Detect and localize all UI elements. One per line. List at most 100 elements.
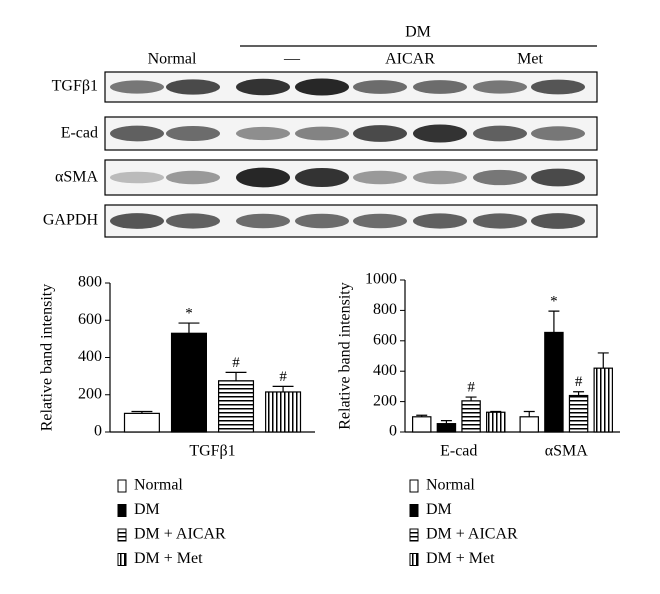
- x-tick-label: αSMA: [545, 443, 589, 460]
- legend-swatch: [409, 479, 419, 493]
- blot-band: [473, 213, 527, 229]
- blot-band: [531, 126, 585, 141]
- error-bar: [178, 322, 200, 334]
- y-tick-label: 0: [389, 423, 397, 440]
- y-tick-label: 200: [78, 385, 102, 402]
- blot-band: [353, 125, 407, 142]
- x-tick-label: TGFβ1: [189, 443, 235, 460]
- y-tick-label: 800: [78, 274, 102, 291]
- error-bar: [490, 410, 502, 413]
- blot-band: [413, 170, 467, 185]
- group-label: DM: [405, 24, 431, 41]
- legend-label: DM + AICAR: [134, 526, 226, 543]
- blot-band: [236, 78, 290, 96]
- legend-swatch: [409, 528, 419, 542]
- legend-label: DM + AICAR: [426, 526, 518, 543]
- y-tick-label: 400: [78, 348, 102, 365]
- blot-band: [413, 80, 467, 94]
- error-bar: [440, 420, 452, 424]
- y-axis-label: Relative band intensity: [337, 282, 354, 430]
- blot-band: [473, 125, 527, 142]
- row-label: αSMA: [55, 169, 99, 186]
- bar: [436, 423, 457, 433]
- blot-band: [295, 78, 349, 96]
- blot-band: [353, 170, 407, 185]
- significance-mark: #: [467, 379, 475, 395]
- legend-label: DM + Met: [134, 550, 203, 567]
- blot-band: [295, 167, 349, 188]
- error-bar: [573, 391, 585, 396]
- blot-band: [110, 80, 164, 94]
- error-bar: [272, 385, 294, 392]
- group-label: Normal: [148, 51, 197, 68]
- blot-band: [413, 213, 467, 229]
- significance-mark: #: [279, 369, 287, 385]
- bar: [412, 416, 432, 433]
- significance-mark: *: [550, 294, 558, 310]
- y-tick-label: 400: [373, 362, 397, 379]
- legend-swatch: [117, 504, 127, 517]
- blot-band: [166, 125, 220, 142]
- blot-band: [413, 124, 467, 143]
- blot-band: [166, 170, 220, 185]
- legend-label: DM: [426, 501, 452, 518]
- blot-band: [531, 79, 585, 95]
- blot-band: [110, 125, 164, 142]
- row-label: TGFβ1: [52, 78, 98, 95]
- legend-swatch: [409, 553, 419, 566]
- legend-swatch: [117, 528, 127, 542]
- legend-swatch: [117, 553, 127, 566]
- significance-mark: #: [575, 374, 583, 390]
- blot-band: [295, 213, 349, 229]
- blot-band: [236, 167, 290, 188]
- y-tick-label: 800: [373, 301, 397, 318]
- lane-label: —: [283, 51, 301, 68]
- blot-band: [473, 80, 527, 94]
- blot-band: [353, 80, 407, 94]
- error-bar: [131, 410, 153, 414]
- blot-band: [473, 169, 527, 186]
- row-label: GAPDH: [43, 212, 99, 229]
- bar: [568, 394, 589, 433]
- x-tick-label: E-cad: [440, 443, 477, 460]
- lane-label: AICAR: [385, 51, 435, 68]
- lane-label: Met: [517, 51, 543, 68]
- legend-swatch: [409, 504, 419, 517]
- bar: [217, 380, 255, 433]
- blot-band: [166, 79, 220, 95]
- legend-label: DM: [134, 501, 160, 518]
- error-bar: [523, 410, 535, 417]
- bar: [486, 411, 506, 433]
- y-tick-label: 1000: [365, 271, 397, 288]
- blot-band: [353, 213, 407, 229]
- blot-band: [531, 213, 585, 229]
- error-bar: [225, 371, 247, 381]
- y-tick-label: 200: [373, 392, 397, 409]
- legend-swatch: [117, 479, 127, 493]
- y-tick-label: 600: [78, 311, 102, 328]
- significance-mark: #: [232, 355, 240, 371]
- legend-label: Normal: [426, 477, 475, 494]
- blot-band: [236, 126, 290, 141]
- blot-band: [110, 171, 164, 184]
- blot-band: [110, 213, 164, 229]
- blot-band: [236, 213, 290, 229]
- row-label: E-cad: [61, 125, 98, 142]
- bar: [461, 400, 481, 433]
- blot-band: [166, 213, 220, 229]
- blot-band: [295, 126, 349, 141]
- bar: [170, 332, 208, 433]
- legend-label: Normal: [134, 477, 183, 494]
- bar: [123, 412, 160, 433]
- legend-label: DM + Met: [426, 550, 495, 567]
- bar: [265, 391, 302, 433]
- western-blot: Normal DM — AICAR Met TGFβ1 E-cad αSMA G…: [43, 24, 598, 238]
- error-bar: [416, 414, 428, 417]
- bar: [519, 416, 539, 433]
- y-tick-label: 0: [94, 423, 102, 440]
- y-axis-label: Relative band intensity: [39, 284, 56, 432]
- error-bar: [548, 310, 560, 333]
- error-bar: [597, 352, 609, 369]
- error-bar: [465, 396, 477, 401]
